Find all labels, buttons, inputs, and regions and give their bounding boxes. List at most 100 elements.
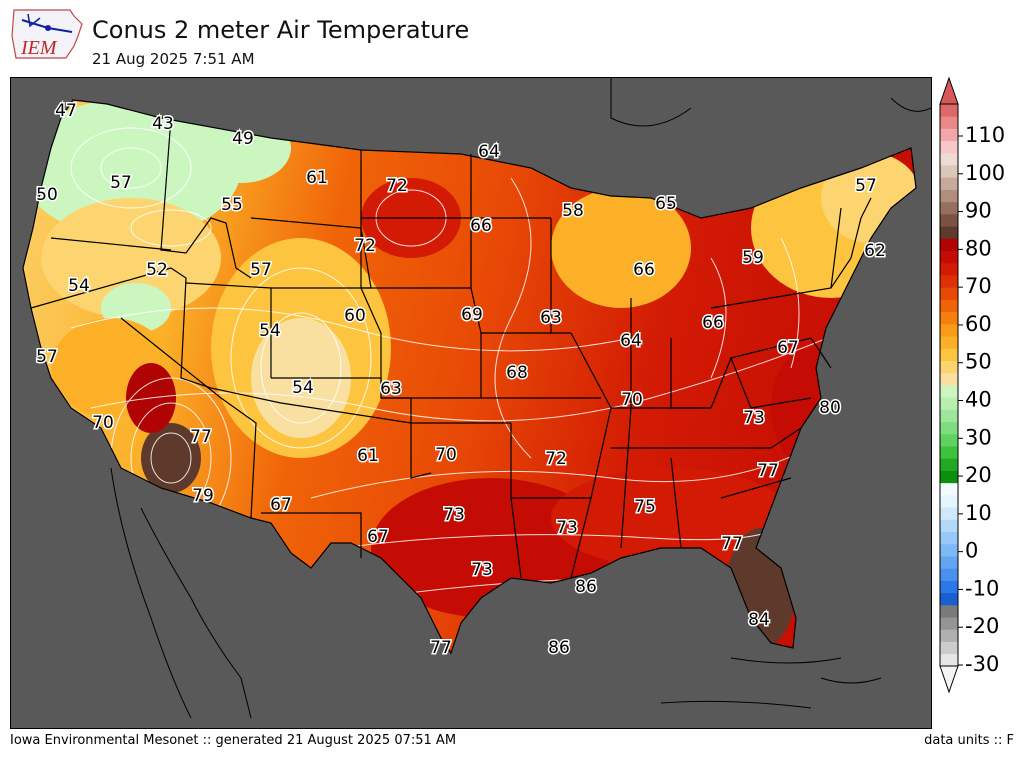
legend-bin	[940, 323, 958, 337]
temp-label: 57	[250, 260, 272, 280]
temp-label: 63	[380, 379, 402, 399]
legend-bin	[940, 543, 958, 557]
legend-bin	[940, 104, 958, 117]
temp-label: 63	[540, 308, 562, 328]
temp-label: 58	[562, 201, 584, 221]
temp-label: 43	[152, 114, 174, 134]
footer-credit: Iowa Environmental Mesonet :: generated …	[10, 733, 457, 748]
temp-label: 70	[435, 445, 457, 465]
page-title: Conus 2 meter Air Temperature	[92, 16, 470, 44]
legend-bin	[940, 531, 958, 545]
legend-bin	[940, 507, 958, 520]
legend-bin	[940, 641, 958, 655]
legend-tick-label: 60	[965, 312, 992, 336]
temp-label: 75	[634, 497, 656, 517]
temp-label: 67	[270, 495, 292, 515]
temp-label: 64	[478, 142, 500, 162]
temp-label: 69	[461, 305, 483, 325]
legend-bin	[940, 458, 958, 471]
legend-bin	[940, 604, 958, 618]
temp-label: 86	[575, 577, 597, 597]
legend-bin	[940, 470, 958, 484]
temp-label: 62	[864, 241, 886, 261]
legend-tick-label: 70	[965, 274, 992, 298]
state-boundaries	[22, 99, 917, 654]
legend-tick-label: 80	[965, 236, 992, 260]
legend-bin	[940, 336, 958, 349]
legend-bin	[940, 482, 958, 496]
temp-label: 73	[471, 560, 493, 580]
temp-label: 59	[742, 248, 764, 268]
legend-bin	[940, 238, 958, 252]
temp-label: 77	[190, 427, 212, 447]
temp-label: 61	[357, 446, 379, 466]
legend-bin	[940, 299, 958, 313]
temperature-map: 47 43 49 64 50 57 61 72 55 58 65 57 66 7…	[10, 77, 932, 729]
temp-label: 77	[430, 638, 452, 658]
temp-label: 73	[556, 518, 578, 538]
legend-bin	[940, 409, 958, 423]
temp-label: 57	[36, 347, 58, 367]
legend-bin	[940, 116, 958, 129]
temp-label: 77	[757, 461, 779, 481]
legend-bin	[940, 152, 958, 166]
legend-colorbar	[939, 103, 959, 667]
legend-bin	[940, 556, 958, 569]
temp-label: 54	[292, 378, 314, 398]
legend-bin	[940, 568, 958, 581]
legend-tick-label: 100	[965, 161, 1005, 185]
temp-label: 67	[367, 527, 389, 547]
temp-label: 49	[232, 129, 254, 149]
legend-bin	[940, 140, 958, 154]
legend-tick-label: 0	[965, 539, 978, 563]
temp-label: 66	[633, 260, 655, 280]
legend-tick-label: -20	[965, 614, 999, 638]
temp-label: 57	[855, 176, 877, 196]
legend-bin	[940, 421, 958, 435]
legend-tick-label: 30	[965, 425, 992, 449]
legend-bin	[940, 385, 958, 398]
legend-tick-label: 110	[965, 123, 1005, 147]
legend-bin	[940, 653, 958, 667]
temperature-labels: 47 43 49 64 50 57 61 72 55 58 65 57 66 7…	[35, 100, 888, 660]
temp-label: 80	[819, 398, 841, 418]
footer-units: data units :: F	[924, 733, 1014, 748]
temp-label: 66	[702, 313, 724, 333]
legend-top-arrow	[939, 76, 959, 105]
legend-bin	[940, 617, 958, 630]
legend-bin	[940, 201, 958, 215]
legend-tick-label: 90	[965, 199, 992, 223]
legend-bin	[940, 348, 958, 361]
legend-bin	[940, 446, 958, 459]
legend-bin	[940, 250, 958, 264]
temp-label: 60	[344, 306, 366, 326]
legend-bin	[940, 580, 958, 594]
legend-bin	[940, 128, 958, 142]
temp-label: 73	[443, 505, 465, 525]
temp-label: 55	[221, 195, 243, 215]
legend-bin	[940, 189, 958, 203]
logo-text: IEM	[20, 37, 58, 59]
legend-bin	[940, 287, 958, 300]
legend-bin	[940, 262, 958, 276]
coastlines	[110, 78, 931, 719]
legend-tick-label: 50	[965, 350, 992, 374]
legend-bin	[940, 433, 958, 447]
temp-label: 61	[306, 168, 328, 188]
legend-tick-label: -30	[965, 652, 999, 676]
legend-bin	[940, 360, 958, 374]
legend-bin	[940, 311, 958, 325]
temp-label: 67	[777, 338, 799, 358]
temp-label: 70	[621, 390, 643, 410]
legend-bin	[940, 165, 958, 178]
temp-label: 57	[110, 173, 132, 193]
legend-bin	[940, 592, 958, 606]
temp-label: 73	[743, 408, 765, 428]
iem-logo: IEM	[8, 6, 86, 64]
temp-label: 54	[259, 321, 281, 341]
temp-label: 50	[36, 185, 58, 205]
temp-label: 68	[506, 363, 528, 383]
legend-bin	[940, 519, 958, 533]
temp-label: 72	[354, 236, 376, 256]
